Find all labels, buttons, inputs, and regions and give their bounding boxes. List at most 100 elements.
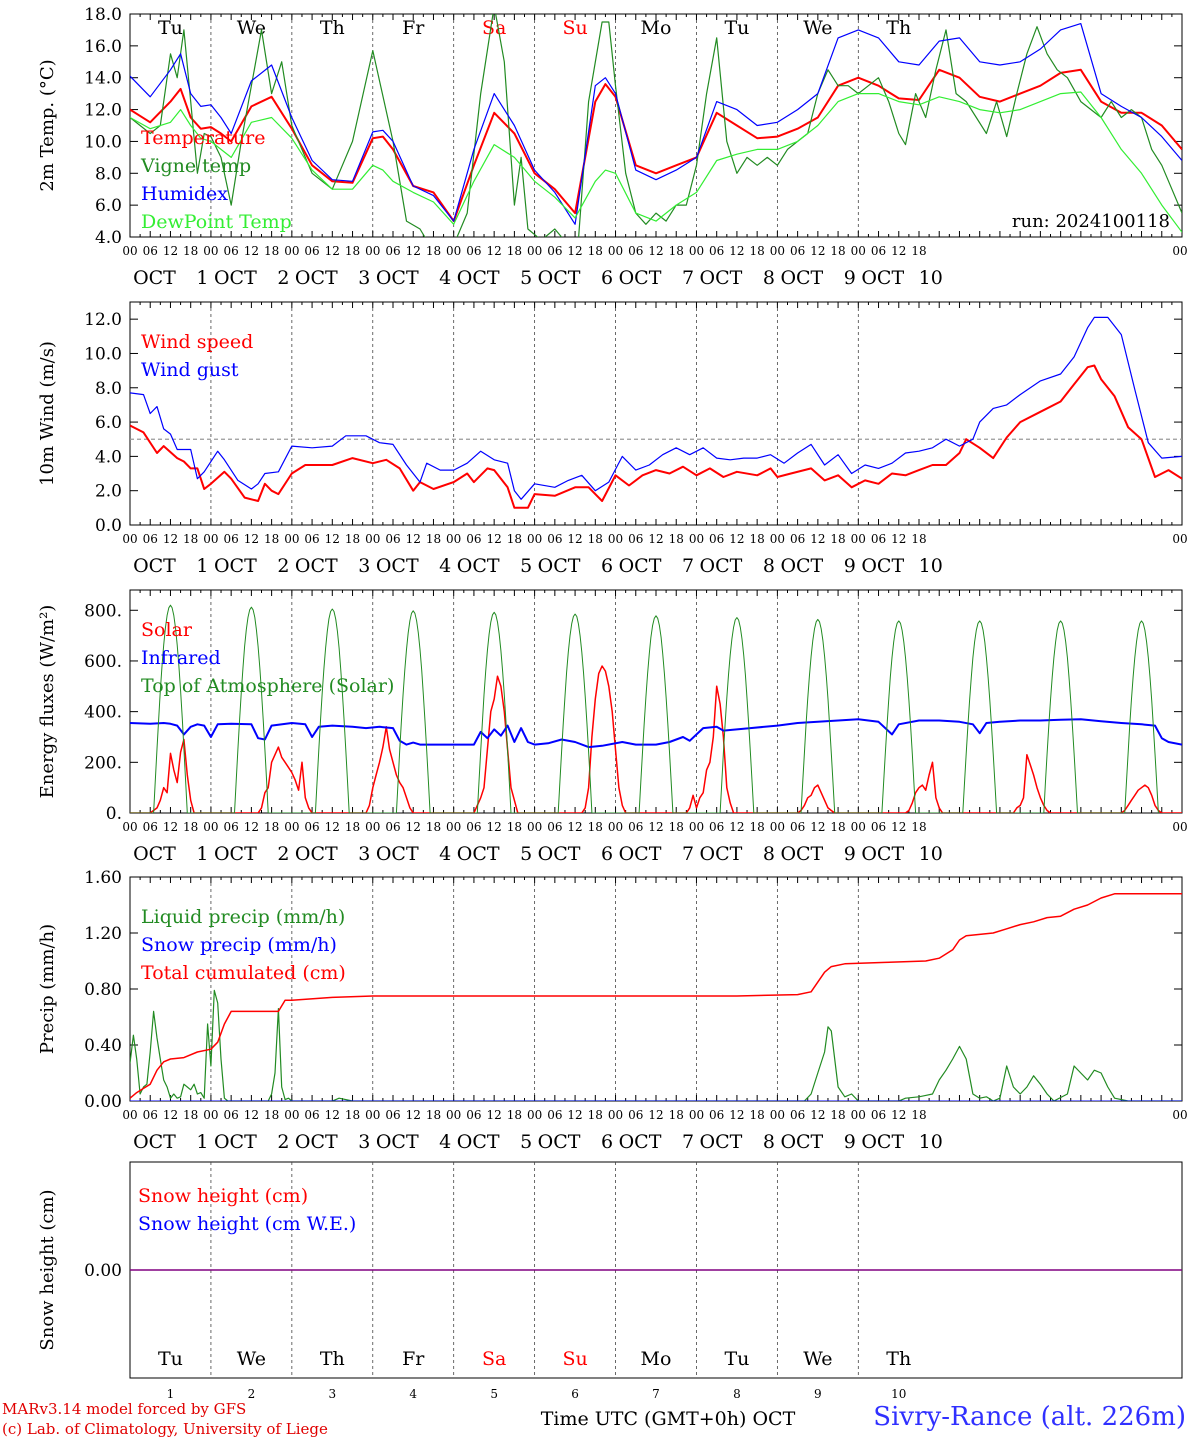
hour-tick-label: 12 — [648, 532, 663, 546]
legend-entry: Humidex — [141, 183, 228, 205]
y-axis-title: Snow height (cm) — [37, 1189, 58, 1350]
hour-tick-label: 06 — [709, 532, 724, 546]
hour-tick-label: 18 — [830, 532, 845, 546]
y-tick-label: 6.0 — [95, 196, 122, 216]
y-axis-title: Energy fluxes (W/m²) — [37, 605, 58, 799]
date-label: 5 — [520, 843, 532, 865]
hour-tick-label: 12 — [406, 532, 421, 546]
hour-tick-label: 18 — [183, 532, 198, 546]
lab-credit: (c) Lab. of Climatology, University of L… — [2, 1420, 328, 1438]
hour-tick-label: 18 — [264, 244, 279, 258]
series-line-top-of-atmosphere-solar- — [130, 604, 1159, 813]
hour-tick-label: 06 — [143, 244, 158, 258]
date-label: 2 — [277, 267, 289, 289]
hour-tick-label: 12 — [244, 820, 259, 834]
hour-tick-label: 12 — [406, 820, 421, 834]
weekday-label: Th — [320, 17, 345, 39]
hour-tick-label: 00 — [689, 820, 704, 834]
hour-tick-label: 06 — [224, 244, 239, 258]
y-tick-label: 0.40 — [84, 1036, 122, 1056]
weekday-label: Tu — [158, 17, 183, 39]
hour-tick-label: 00 — [851, 1108, 866, 1122]
date-label: 3 — [358, 267, 370, 289]
hour-tick-label: 12 — [729, 244, 744, 258]
hour-tick-label: 00 — [122, 1108, 137, 1122]
hour-tick-label: 12 — [487, 1108, 502, 1122]
legend-entry: Snow precip (mm/h) — [141, 934, 337, 956]
hour-tick-label: 00 — [608, 820, 623, 834]
hour-tick-label: 12 — [244, 532, 259, 546]
weekday-label: Th — [886, 17, 911, 39]
month-label: OCT — [376, 843, 419, 865]
y-tick-label: 8.0 — [95, 164, 122, 184]
legend-entry: Wind gust — [141, 359, 239, 381]
hour-tick-label: 12 — [729, 1108, 744, 1122]
hour-tick-label: 06 — [790, 532, 805, 546]
y-tick-label: 800. — [84, 601, 122, 621]
hour-tick-label: 18 — [507, 244, 522, 258]
hour-tick-label: 12 — [244, 1108, 259, 1122]
hour-tick-label: 12 — [487, 244, 502, 258]
y-axis-title: 10m Wind (m/s) — [37, 341, 58, 486]
hour-tick-label: 12 — [163, 244, 178, 258]
x-axis-title: Time UTC (GMT+0h) OCT — [541, 1408, 796, 1430]
weekday-label: Su — [562, 17, 587, 39]
hour-tick-label: 00 — [770, 244, 785, 258]
hour-tick-label: 12 — [567, 820, 582, 834]
y-tick-label: 16.0 — [84, 37, 122, 57]
hour-tick-label: 18 — [345, 820, 360, 834]
weekday-label: Th — [886, 1348, 911, 1370]
hour-tick-label: 12 — [244, 244, 259, 258]
date-label: 9 — [844, 843, 856, 865]
hour-tick-label: 00 — [851, 244, 866, 258]
date-label: 2 — [277, 555, 289, 577]
date-label: 1 — [196, 843, 208, 865]
date-label: 7 — [682, 1131, 694, 1153]
date-label: 8 — [763, 1131, 775, 1153]
date-label: 1 — [196, 1131, 208, 1153]
y-tick-label: 400. — [84, 703, 122, 723]
y-axis-title: Precip (mm/h) — [37, 924, 58, 1054]
y-tick-label: 18.0 — [84, 5, 122, 25]
hour-tick-label: 18 — [345, 1108, 360, 1122]
hour-tick-label: 00 — [1172, 244, 1187, 258]
hour-tick-label: 12 — [648, 244, 663, 258]
hour-tick-label: 06 — [547, 1108, 562, 1122]
y-tick-label: 2.0 — [95, 482, 122, 502]
hour-tick-label: 18 — [345, 244, 360, 258]
hour-tick-label: 06 — [304, 820, 319, 834]
y-tick-label: 8.0 — [95, 379, 122, 399]
y-axis-title: 2m Temp. (°C) — [37, 59, 58, 191]
hour-tick-label: 06 — [628, 244, 643, 258]
date-label: 6 — [601, 1131, 613, 1153]
hour-tick-label: 12 — [325, 244, 340, 258]
hour-tick-label: 00 — [770, 820, 785, 834]
hour-tick-label: 12 — [648, 1108, 663, 1122]
hour-tick-label: 06 — [709, 1108, 724, 1122]
date-label: 2 — [248, 1387, 256, 1401]
month-label: OCT — [619, 555, 662, 577]
date-label: 4 — [439, 267, 451, 289]
hour-tick-label: 00 — [527, 244, 542, 258]
date-label: 6 — [601, 267, 613, 289]
hour-tick-label: 18 — [911, 244, 926, 258]
series-line-liquid-precip-mm-h- — [130, 989, 1182, 1101]
date-label: 8 — [763, 555, 775, 577]
hour-tick-label: 18 — [669, 244, 684, 258]
hour-tick-label: 00 — [527, 1108, 542, 1122]
date-label: 5 — [520, 267, 532, 289]
hour-tick-label: 00 — [446, 820, 461, 834]
legend-entry: Snow height (cm W.E.) — [138, 1213, 356, 1235]
date-label: 10 — [891, 1387, 906, 1401]
hour-tick-label: 18 — [426, 532, 441, 546]
hour-tick-label: 00 — [689, 1108, 704, 1122]
hour-tick-label: 18 — [507, 1108, 522, 1122]
date-label: 1 — [196, 555, 208, 577]
y-tick-label: 1.20 — [84, 924, 122, 944]
y-tick-label: 0.0 — [95, 516, 122, 536]
date-label: 7 — [652, 1387, 660, 1401]
y-tick-label: 4.0 — [95, 228, 122, 248]
weekday-label: We — [803, 17, 832, 39]
hour-tick-label: 06 — [385, 820, 400, 834]
